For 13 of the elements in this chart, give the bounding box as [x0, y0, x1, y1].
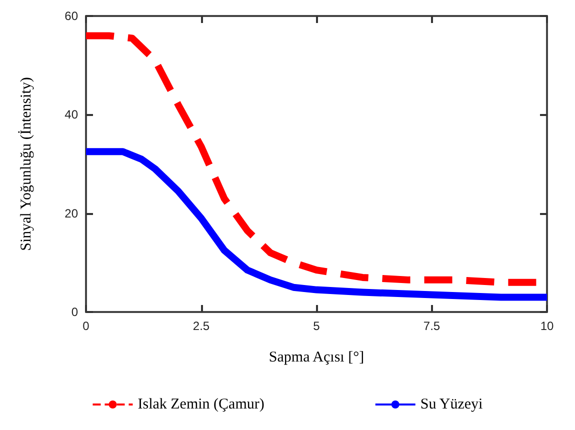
- y-tick-label: 20: [64, 206, 78, 220]
- legend-label: Islak Zemin (Çamur): [138, 396, 264, 412]
- y-axis-title: Sinyal Yoğunluğu (İntensity): [18, 77, 34, 251]
- y-tick-label: 40: [64, 108, 78, 122]
- x-tick-label: 2.5: [192, 319, 210, 333]
- y-tick-label: 60: [64, 9, 78, 23]
- x-tick-label: 10: [540, 319, 554, 333]
- x-tick-label: 7.5: [423, 319, 440, 333]
- x-tick-label: 0: [82, 319, 90, 333]
- y-tick-label: 0: [71, 305, 78, 319]
- legend-label: Su Yüzeyi: [420, 396, 483, 412]
- x-axis-title: Sapma Açısı [°]: [268, 350, 364, 366]
- x-tick-label: 5: [313, 319, 320, 333]
